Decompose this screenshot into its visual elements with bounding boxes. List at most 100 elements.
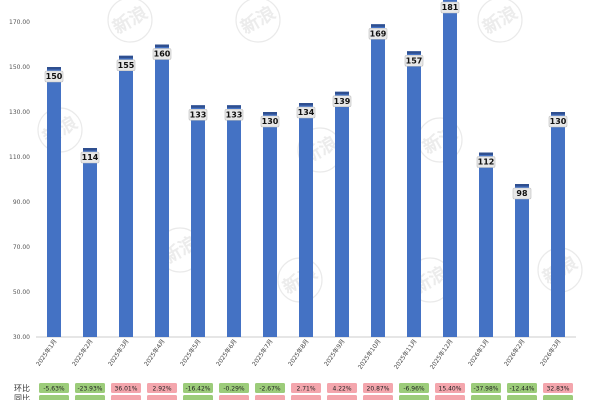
bar: [407, 51, 421, 337]
yoy-badge: [147, 395, 177, 400]
x-tick-label: 2025年4月: [142, 338, 166, 368]
bar: [263, 112, 277, 337]
yoy-badge: [471, 395, 501, 400]
data-label: 114: [82, 153, 99, 162]
x-tick-label: 2026年2月: [502, 338, 526, 368]
y-tick-label: 50.00: [13, 289, 30, 296]
data-label: 155: [118, 61, 135, 70]
mom-badge: [255, 383, 285, 393]
data-label: 98: [516, 189, 528, 198]
mom-value: -37.98%: [473, 386, 498, 393]
data-label: 181: [442, 3, 459, 12]
bar-cap: [371, 24, 385, 27]
bar-cap: [155, 44, 169, 47]
yoy-badge: [543, 395, 573, 400]
y-tick-label: 130.00: [9, 109, 30, 116]
mom-badge: [75, 383, 105, 393]
bar-cap: [515, 184, 529, 187]
data-label: 160: [154, 50, 171, 59]
yoy-badge: [75, 395, 105, 400]
data-label: 150: [46, 72, 63, 81]
bar-cap: [119, 55, 133, 59]
bar: [227, 105, 241, 337]
bar: [155, 44, 169, 337]
bar-cap: [191, 105, 205, 108]
bar-cap: [263, 112, 277, 115]
bar: [515, 184, 529, 337]
bar: [191, 105, 205, 337]
y-tick-label: 110.00: [9, 154, 30, 161]
watermark-ring: [235, 0, 281, 43]
mom-badge: [183, 383, 213, 393]
watermark-ring: [477, 0, 523, 43]
data-label-box: [80, 151, 100, 164]
data-label-box: [116, 59, 136, 72]
x-tick-label: 2025年5月: [178, 338, 202, 368]
bar-cap: [299, 103, 313, 106]
x-tick-label: 2025年7月: [250, 338, 274, 368]
data-label-box: [440, 1, 460, 14]
data-label-box: [44, 70, 64, 83]
yoy-badge: [507, 395, 537, 400]
mom-badge: [147, 383, 177, 393]
watermark-text: 新浪: [109, 1, 151, 38]
bar-cap: [227, 105, 241, 108]
data-label-box: [476, 156, 496, 168]
data-label: 157: [406, 56, 423, 65]
mom-badge: [543, 383, 573, 393]
bar: [47, 67, 61, 337]
data-label: 112: [478, 158, 495, 167]
x-tick-label: 2025年12月: [428, 338, 455, 371]
mom-value: 2.92%: [152, 386, 171, 393]
mom-badge: [399, 383, 429, 393]
mom-badge: [291, 383, 321, 393]
mom-value: 36.01%: [115, 386, 138, 393]
x-tick-label: 2026年3月: [538, 338, 562, 368]
bar-cap: [551, 112, 565, 115]
x-axis: 2025年1月 2025年2月 2025年3月 2025年4月 2025年5月 2025年…: [34, 338, 562, 371]
bar-cap: [335, 91, 349, 95]
x-tick-label: 2026年1月: [466, 338, 490, 368]
mom-value: 2.71%: [296, 386, 315, 393]
data-label-box: [224, 108, 244, 121]
data-label-box: [332, 95, 352, 108]
bar-cap: [83, 148, 97, 151]
mom-value: 20.87%: [367, 386, 390, 393]
data-label-box: [404, 54, 424, 67]
mom-badge: [507, 383, 537, 393]
watermark-ring: [107, 0, 153, 43]
data-label-box: [152, 48, 172, 60]
mom-badge: [435, 383, 465, 393]
mom-value: -23.93%: [77, 386, 102, 393]
mom-badge: [39, 383, 69, 393]
data-label-box: [260, 115, 280, 128]
yoy-badge: [399, 395, 429, 400]
yoy-badge: [291, 395, 321, 400]
x-tick-label: 2025年8月: [286, 338, 310, 368]
yoy-badge: [435, 395, 465, 400]
bar: [371, 24, 385, 337]
mom-value: -6.96%: [403, 386, 425, 393]
mom-value: -2.67%: [259, 386, 281, 393]
x-tick-label: 2025年2月: [70, 338, 94, 368]
mom-badge: [327, 383, 357, 393]
mom-value: -16.42%: [185, 386, 210, 393]
yoy-badge: [39, 395, 69, 400]
data-label-box: [368, 27, 388, 40]
data-label: 169: [370, 29, 387, 38]
bars: 150 114 155 160 133 133 130 134 139 169 157 181 112 9…: [44, 0, 568, 337]
mom-badge: [471, 383, 501, 393]
x-tick-label: 2025年6月: [214, 338, 238, 368]
mom-value: -5.63%: [43, 386, 65, 393]
yoy-badge: [363, 395, 393, 400]
x-tick-label: 2025年9月: [322, 338, 346, 368]
mom-badge: [363, 383, 393, 393]
bar-cap: [407, 51, 421, 54]
watermark-text: 新浪: [237, 1, 279, 38]
data-label: 133: [190, 110, 207, 119]
data-label: 130: [550, 117, 567, 126]
bar: [551, 112, 565, 337]
bar-cap: [479, 152, 493, 155]
data-label: 134: [298, 108, 315, 117]
